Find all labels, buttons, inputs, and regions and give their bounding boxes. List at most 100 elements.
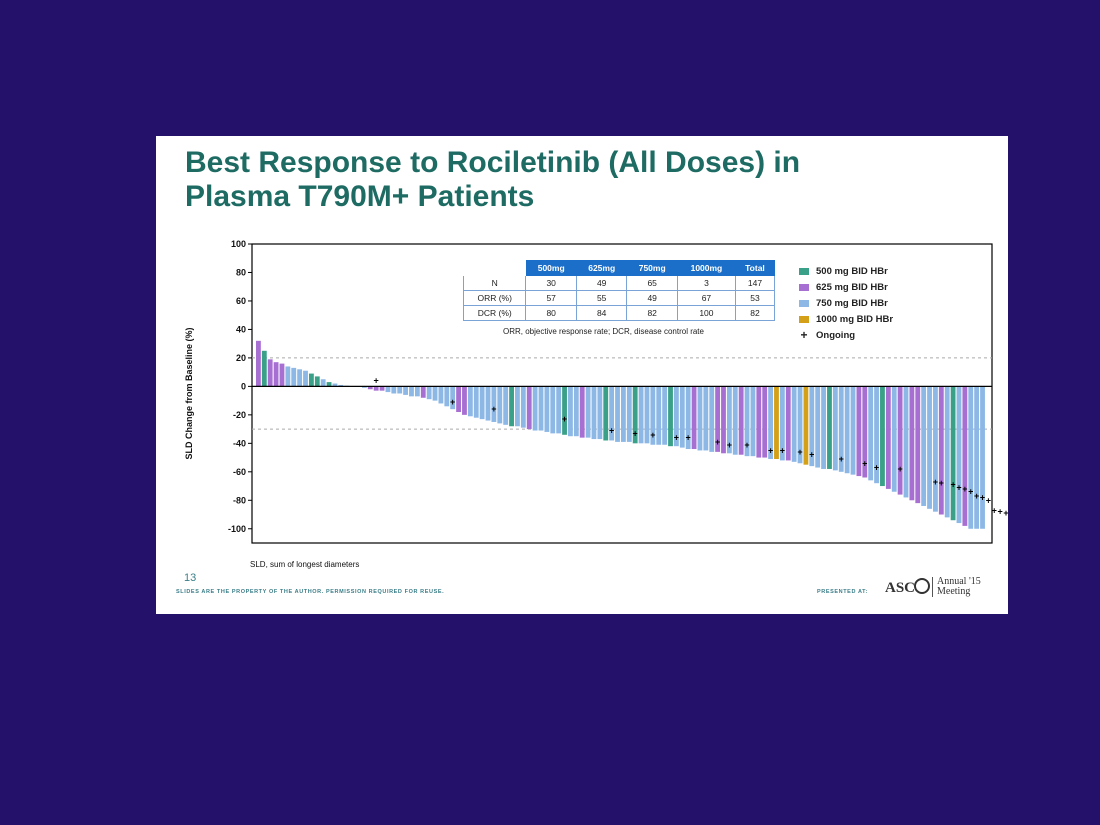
waterfall-bar xyxy=(938,386,944,515)
waterfall-bar xyxy=(638,386,644,444)
meeting-label: Annual '15 Meeting xyxy=(932,577,981,597)
waterfall-bar xyxy=(485,386,491,421)
waterfall-bar xyxy=(933,386,938,512)
waterfall-bar xyxy=(609,386,615,441)
waterfall-bar xyxy=(456,386,461,413)
ongoing-marker: + xyxy=(744,440,749,450)
ongoing-marker: + xyxy=(715,437,720,447)
ongoing-marker: + xyxy=(374,376,379,386)
waterfall-bar xyxy=(308,373,314,387)
legend-label: 1000 mg BID HBr xyxy=(816,313,894,325)
waterfall-bar xyxy=(409,386,414,397)
table-cell: 100 xyxy=(676,305,736,321)
y-tick-label: 100 xyxy=(231,239,246,249)
waterfall-bar xyxy=(709,386,715,452)
waterfall-bar xyxy=(326,382,332,387)
waterfall-bar xyxy=(779,386,785,461)
y-tick-label: 0 xyxy=(241,381,246,391)
waterfall-bar xyxy=(297,369,303,387)
waterfall-bar xyxy=(509,386,514,427)
slide: Best Response to Rociletinib (All Doses)… xyxy=(156,136,1008,614)
waterfall-bar xyxy=(844,386,850,474)
table-row: DCR (%) 80 84 82 100 82 xyxy=(462,305,776,321)
waterfall-bar xyxy=(927,386,932,509)
table-cell: 67 xyxy=(676,290,736,306)
waterfall-bar xyxy=(367,386,373,390)
waterfall-bar xyxy=(968,386,974,529)
ongoing-marker: + xyxy=(839,454,844,464)
waterfall-bar xyxy=(756,386,762,458)
waterfall-bar xyxy=(738,386,744,455)
waterfall-bar xyxy=(385,386,391,393)
waterfall-bar xyxy=(768,386,774,459)
table-header-cell: 1000mg xyxy=(676,260,736,276)
waterfall-bar xyxy=(403,386,409,395)
table-cell: DCR (%) xyxy=(462,305,527,321)
waterfall-bar xyxy=(662,386,668,445)
waterfall-bar xyxy=(827,386,832,469)
legend-label: 750 mg BID HBr xyxy=(816,297,888,309)
summary-table: 500mg 625mg 750mg 1000mg Total N 30 49 65 3 147 OR… xyxy=(462,260,776,321)
waterfall-bar xyxy=(797,386,803,464)
waterfall-bar xyxy=(261,350,267,387)
waterfall-bar xyxy=(850,386,856,475)
waterfall-bar xyxy=(974,386,980,529)
legend-item-750mg: 750 mg BID HBr xyxy=(799,295,893,311)
table-row: N 30 49 65 3 147 xyxy=(462,275,776,291)
legend-item-500mg: 500 mg BID HBr xyxy=(799,263,893,279)
waterfall-bar xyxy=(821,386,826,469)
waterfall-bar xyxy=(715,386,721,452)
waterfall-bar xyxy=(303,370,308,387)
table-cell: 80 xyxy=(525,305,577,321)
disclaimer: SLIDES ARE THE PROPERTY OF THE AUTHOR. P… xyxy=(176,589,445,595)
waterfall-bar xyxy=(585,386,591,438)
waterfall-bar xyxy=(944,386,950,518)
waterfall-bar xyxy=(479,386,485,420)
y-tick-label: -80 xyxy=(233,495,246,505)
waterfall-bar xyxy=(462,386,467,415)
table-cell: 147 xyxy=(734,275,776,291)
ongoing-marker: + xyxy=(992,505,997,515)
ongoing-marker: + xyxy=(956,482,961,492)
table-cell: 3 xyxy=(676,275,736,291)
waterfall-bar xyxy=(444,386,450,407)
waterfall-bar xyxy=(644,386,650,444)
waterfall-bar xyxy=(921,386,927,506)
table-cell: 84 xyxy=(575,305,628,321)
waterfall-bar xyxy=(603,386,609,441)
ongoing-marker: + xyxy=(768,445,773,455)
waterfall-bar xyxy=(573,386,579,437)
waterfall-bar xyxy=(467,386,473,417)
table-cell: 55 xyxy=(575,290,628,306)
y-tick-label: 80 xyxy=(236,267,246,277)
waterfall-bar xyxy=(691,386,697,450)
legend-item-625mg: 625 mg BID HBr xyxy=(799,279,893,295)
table-cell: 30 xyxy=(525,275,577,291)
y-tick-label: -40 xyxy=(233,438,246,448)
ongoing-marker: + xyxy=(650,430,655,440)
ongoing-marker: + xyxy=(686,433,691,443)
ongoing-marker: + xyxy=(1003,508,1008,518)
waterfall-bar xyxy=(426,386,432,400)
plus-icon: + xyxy=(800,328,808,342)
legend-swatch xyxy=(799,267,809,275)
waterfall-bar xyxy=(673,386,679,447)
table-cell: 65 xyxy=(626,275,678,291)
legend-swatch xyxy=(799,283,809,291)
waterfall-bar xyxy=(632,386,638,444)
ongoing-marker: + xyxy=(974,491,979,501)
ongoing-marker: + xyxy=(491,404,496,414)
table-header-cell: 500mg xyxy=(525,260,577,276)
ongoing-marker: + xyxy=(986,495,991,505)
y-tick-label: -20 xyxy=(233,410,246,420)
waterfall-bar xyxy=(314,376,320,387)
ongoing-marker: + xyxy=(450,397,455,407)
waterfall-bar xyxy=(497,386,503,424)
legend-swatch xyxy=(799,315,809,323)
waterfall-bar xyxy=(438,386,444,404)
table-header-cell: Total xyxy=(734,260,776,276)
legend-swatch xyxy=(799,299,809,307)
ongoing-marker: + xyxy=(609,426,614,436)
waterfall-bar xyxy=(726,386,732,454)
waterfall-bar xyxy=(538,386,544,431)
